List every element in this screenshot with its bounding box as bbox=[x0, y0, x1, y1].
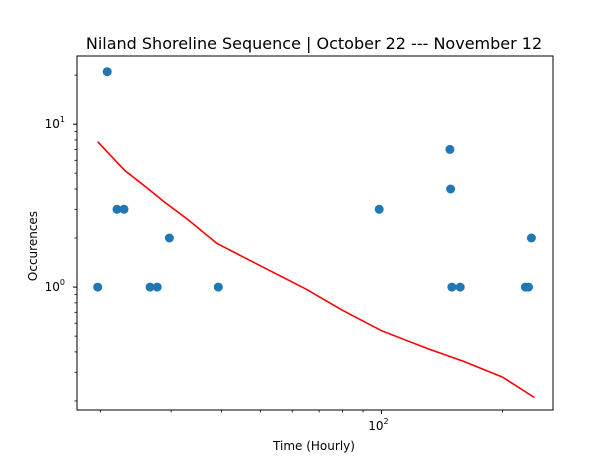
scatter-point bbox=[524, 282, 533, 292]
scatter-point bbox=[145, 282, 155, 292]
scatter-point bbox=[526, 233, 536, 243]
plot-area-frame bbox=[76, 55, 554, 411]
scatter-point bbox=[119, 204, 129, 214]
scatter-point bbox=[152, 282, 162, 292]
scatter-points-layer bbox=[93, 67, 536, 292]
scatter-point bbox=[455, 282, 465, 292]
y-tick-exponent: 0 bbox=[60, 278, 65, 287]
fit-line bbox=[97, 141, 535, 399]
x-axis-label: Time (Hourly) bbox=[272, 439, 355, 453]
x-tick-exponent: 2 bbox=[384, 417, 389, 426]
scatter-point bbox=[446, 184, 456, 194]
scatter-point bbox=[164, 233, 174, 243]
x-axis-ticks: 102 bbox=[99, 410, 503, 433]
scatter-point bbox=[374, 204, 384, 214]
scatter-point bbox=[102, 67, 112, 77]
scatter-point bbox=[213, 282, 223, 292]
y-tick-exponent: 1 bbox=[60, 115, 65, 124]
scatter-point bbox=[445, 144, 455, 154]
chart-title: Niland Shoreline Sequence | October 22 -… bbox=[86, 34, 542, 53]
y-axis-label: Occurences bbox=[26, 211, 40, 281]
fit-line-layer bbox=[97, 141, 535, 399]
scatter-point bbox=[93, 282, 103, 292]
x-tick-label: 102 bbox=[368, 417, 388, 433]
scatter-point bbox=[447, 282, 457, 292]
scatter-point bbox=[112, 204, 122, 214]
